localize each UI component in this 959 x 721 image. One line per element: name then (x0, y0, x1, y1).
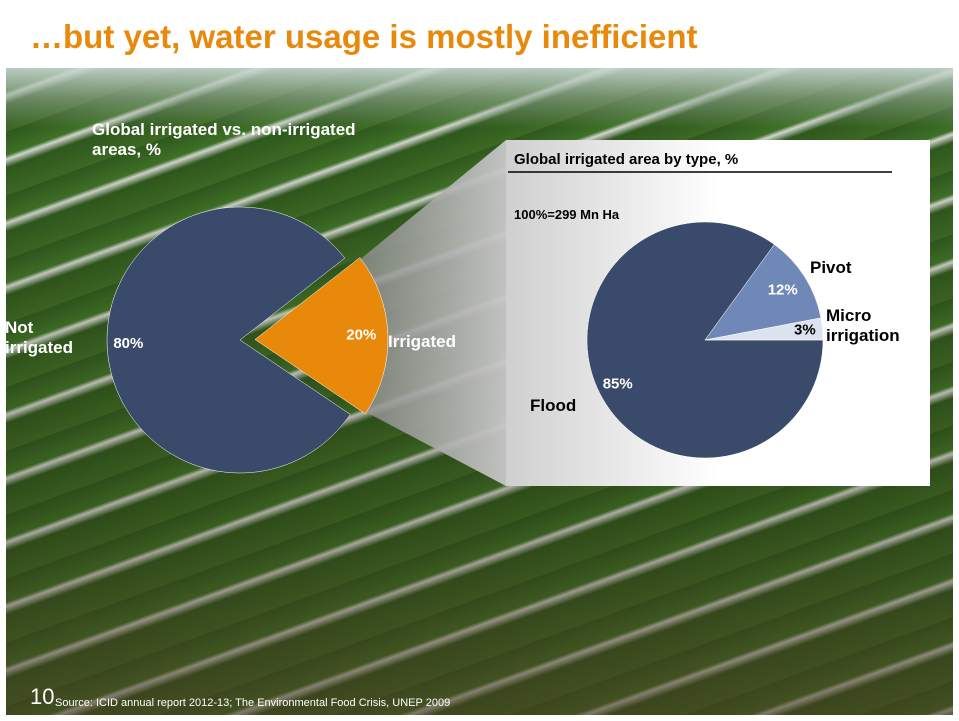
category-label: Pivot (810, 258, 852, 277)
pie-slice (704, 317, 824, 341)
source-note: Source: ICID annual report 2012-13; The … (55, 697, 451, 709)
value-label: 3% (794, 322, 816, 339)
category-label: Irrigated (388, 332, 457, 351)
value-label: 80% (113, 335, 143, 352)
category-label: Flood (530, 396, 577, 415)
page-number: 10 (30, 684, 55, 709)
pie-slice (254, 257, 389, 415)
category-label: Micro irrigation (826, 306, 900, 345)
value-label: 85% (603, 375, 633, 392)
category-label: Not irrigated (5, 318, 74, 357)
pie-slice (704, 244, 822, 341)
value-label: 12% (768, 282, 798, 299)
zoom-connector (352, 140, 506, 486)
slide-title: …but yet, water usage is mostly ineffici… (30, 18, 698, 55)
chart-title: Global irrigated area by type, % (514, 151, 739, 168)
pie-slice (106, 206, 351, 474)
value-label: 20% (346, 327, 376, 344)
chart-subtitle: 100%=299 Mn Ha (514, 207, 620, 222)
chart-title: Global irrigated vs. non-irrigated areas… (92, 120, 356, 159)
